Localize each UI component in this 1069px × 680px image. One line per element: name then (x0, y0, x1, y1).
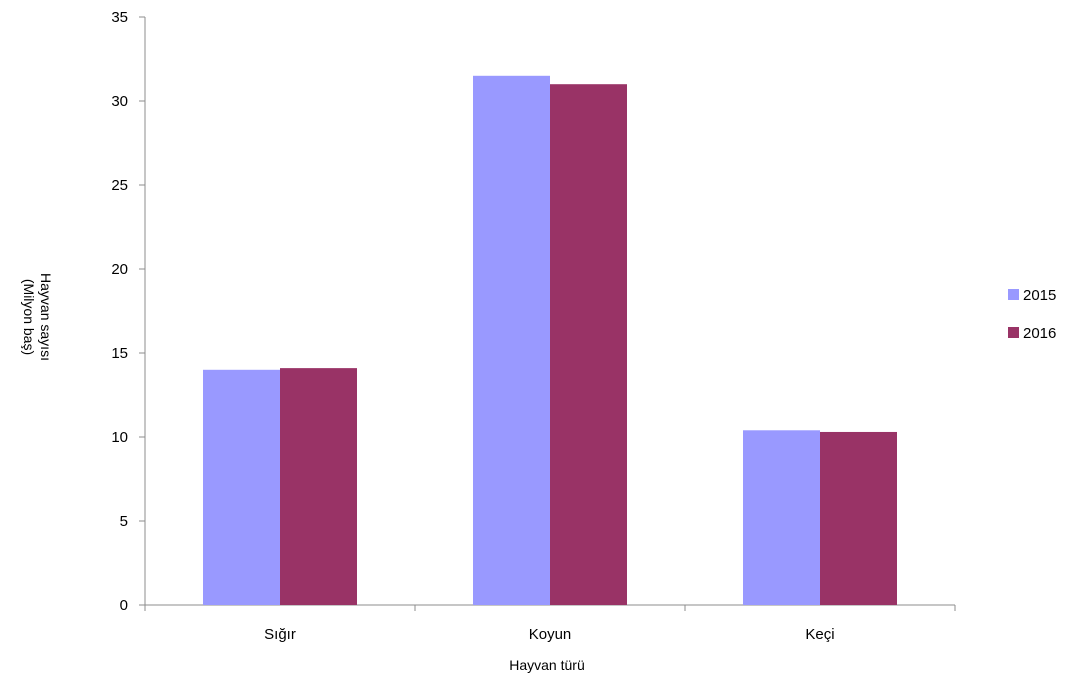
y-tick-label: 25 (111, 177, 128, 194)
y-tick-label: 15 (111, 345, 128, 362)
x-category-label: Keçi (805, 626, 834, 643)
y-tick-label: 20 (111, 261, 128, 278)
x-axis: Sığır Koyun Keçi (144, 604, 956, 643)
y-axis-title-line-1: Hayvan sayısı (38, 273, 54, 361)
bar-2015-2 (743, 430, 820, 605)
legend-label: 2016 (1023, 325, 1056, 342)
x-axis-title: Hayvan türü (509, 657, 584, 673)
legend-swatch (1008, 327, 1019, 338)
y-tick-label: 5 (120, 513, 128, 530)
legend-label: 2015 (1023, 287, 1056, 304)
bars (203, 75, 897, 606)
legend: 2015 2016 (1008, 287, 1056, 342)
y-axis-title: Hayvan sayısı (Milyon baş) (21, 273, 54, 361)
bar-2016-1 (550, 84, 627, 605)
y-axis-title-line-2: (Milyon baş) (21, 279, 37, 355)
y-tick-label: 35 (111, 9, 128, 26)
y-tick-label: 0 (120, 597, 128, 614)
bar-2016-0 (280, 368, 357, 605)
y-tick-label: 30 (111, 93, 128, 110)
bar-2016-2 (820, 431, 897, 605)
bar-2015-1 (473, 75, 550, 606)
x-category-label: Koyun (529, 626, 572, 643)
y-tick-label: 10 (111, 429, 128, 446)
bar-2015-0 (203, 369, 280, 605)
legend-swatch (1008, 289, 1019, 300)
x-category-label: Sığır (264, 626, 296, 643)
y-axis: 0 5 10 15 20 25 30 35 (111, 9, 146, 614)
